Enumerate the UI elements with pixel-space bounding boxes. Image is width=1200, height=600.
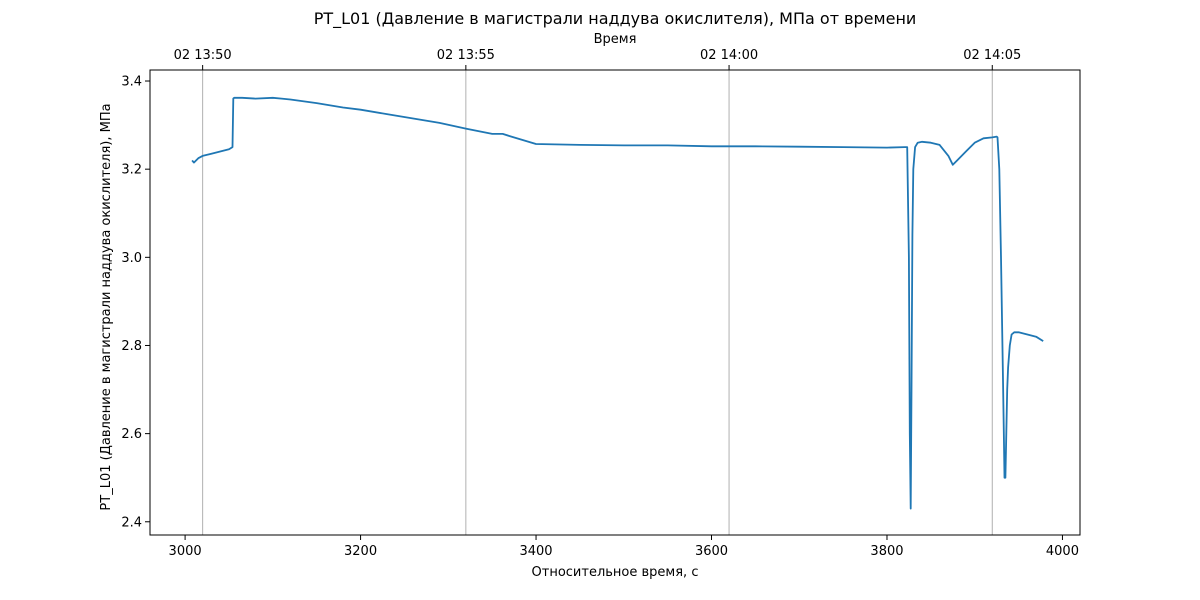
chart-title: PT_L01 (Давление в магистрали наддува ок… <box>314 9 917 29</box>
x-tick-label: 3400 <box>519 544 552 559</box>
x-tick-label: 3800 <box>870 544 903 559</box>
top-tick-label: 02 13:55 <box>437 48 495 63</box>
y-tick-label: 3.0 <box>121 251 142 266</box>
series-line <box>191 96 1044 510</box>
y-tick-label: 2.8 <box>121 339 142 354</box>
top-tick-label: 02 14:05 <box>963 48 1021 63</box>
x-tick-label: 3200 <box>344 544 377 559</box>
grid <box>202 70 993 535</box>
x-tick-label: 3000 <box>169 544 202 559</box>
top-x-axis-label: Время <box>594 32 637 47</box>
x-tick-label: 4000 <box>1046 544 1079 559</box>
top-tick-label: 02 13:50 <box>174 48 232 63</box>
axes: 02 13:50 02 13:55 02 14:00 02 14:05 3000 3200… <box>121 48 1081 559</box>
plot-frame <box>149 69 1081 536</box>
top-tick-label: 02 14:00 <box>700 48 758 63</box>
x-axis-label: Относительное время, с <box>532 565 699 580</box>
y-tick-label: 3.2 <box>121 163 142 178</box>
series-layer <box>191 96 1044 510</box>
y-axis-label: PT_L01 (Давление в магистрали наддува ок… <box>99 103 114 510</box>
y-tick-label: 3.4 <box>121 75 142 90</box>
y-tick-label: 2.6 <box>121 427 142 442</box>
x-tick-label: 3600 <box>695 544 728 559</box>
y-tick-label: 2.4 <box>121 515 142 530</box>
